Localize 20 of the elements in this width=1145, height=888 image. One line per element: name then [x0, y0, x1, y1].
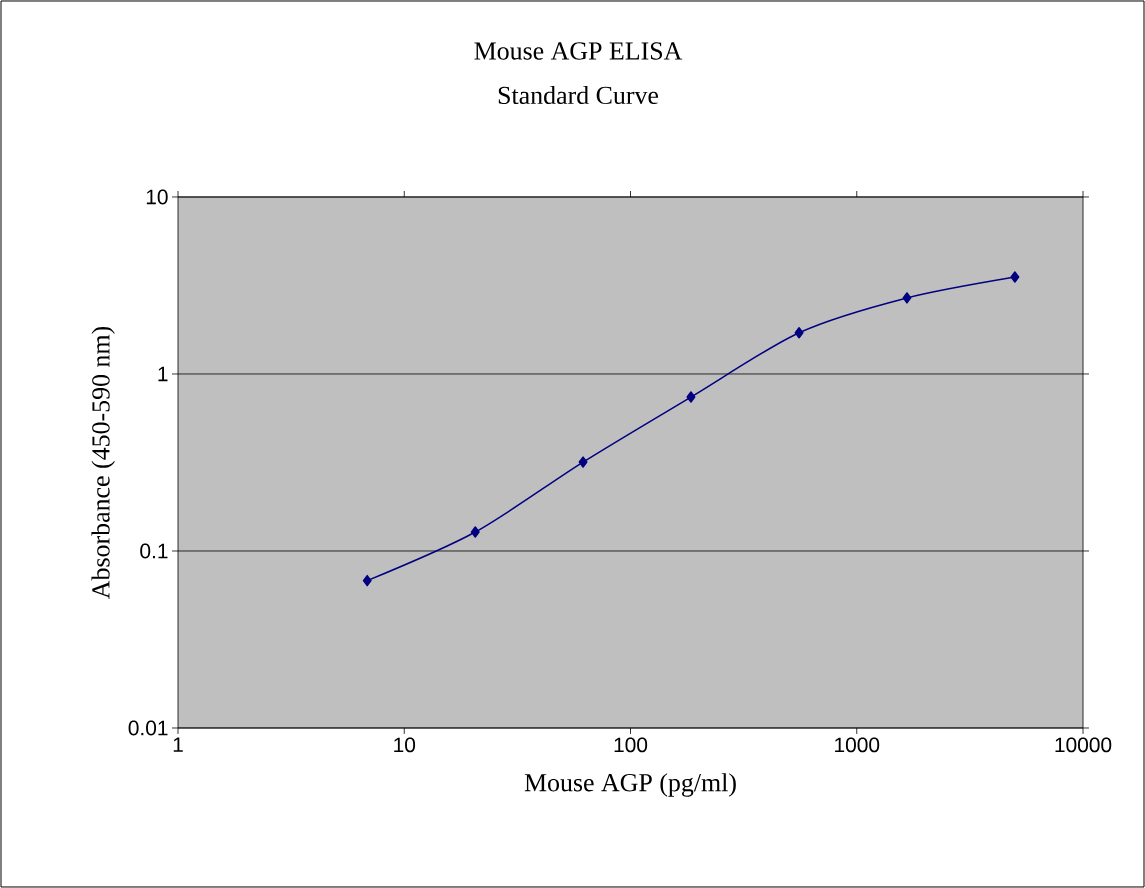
y-tick-label: 0.01 [128, 720, 168, 736]
point [686, 391, 696, 403]
point [578, 456, 588, 468]
x-tick-label: 10 [394, 737, 416, 753]
y-tick-label: 1 [158, 366, 168, 382]
y-tick-label: 0.1 [140, 543, 168, 559]
y-axis-title: Absorbance (450-590 nm) [91, 326, 115, 599]
chart-title: Mouse AGP ELISA [474, 42, 683, 60]
point [362, 574, 372, 587]
x-tick-label: 100 [614, 737, 648, 753]
y-tick-label: 10 [146, 189, 168, 205]
x-axis-title: Mouse AGP (pg/ml) [524, 773, 736, 797]
point [794, 327, 804, 339]
point [902, 292, 912, 304]
x-tick-label: 1 [173, 737, 183, 752]
x-tick-label: 1000 [835, 737, 880, 753]
x-tick-label: 10000 [1055, 737, 1112, 753]
point [1010, 271, 1020, 283]
chart-subtitle: Standard Curve [498, 85, 659, 105]
point [470, 526, 480, 538]
